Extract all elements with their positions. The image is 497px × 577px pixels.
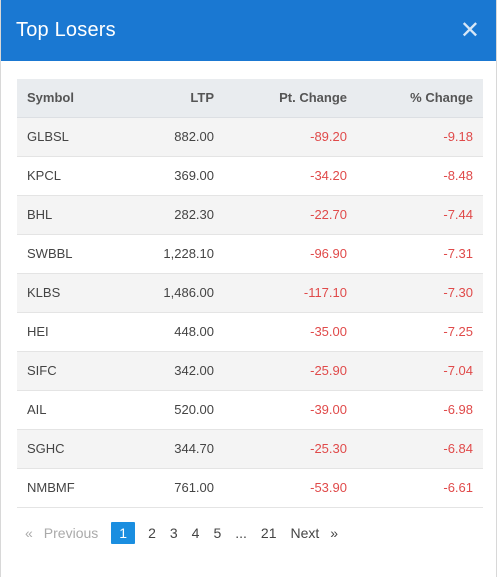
- cell-pct-change: -7.25: [357, 312, 483, 352]
- cell-symbol: SWBBL: [17, 234, 117, 274]
- cell-ltp: 282.30: [117, 195, 224, 235]
- cell-ltp: 882.00: [117, 117, 224, 157]
- cell-pct-change: -9.18: [357, 117, 483, 157]
- cell-ltp: 761.00: [117, 468, 224, 508]
- cell-symbol: AIL: [17, 390, 117, 430]
- cell-ltp: 344.70: [117, 429, 224, 469]
- pagination-ellipsis: ...: [235, 525, 247, 541]
- cell-pct-change: -6.61: [357, 468, 483, 508]
- cell-symbol: GLBSL: [17, 117, 117, 157]
- table-row[interactable]: SGHC 344.70 -25.30 -6.84: [17, 429, 483, 469]
- header-pct-change[interactable]: % Change: [357, 79, 483, 118]
- next-button[interactable]: Next: [290, 525, 320, 541]
- cell-pct-change: -8.48: [357, 156, 483, 196]
- table-row[interactable]: NMBMF 761.00 -53.90 -6.61: [17, 468, 483, 508]
- cell-symbol: KPCL: [17, 156, 117, 196]
- cell-ltp: 342.00: [117, 351, 224, 391]
- cell-symbol: BHL: [17, 195, 117, 235]
- table-row[interactable]: BHL 282.30 -22.70 -7.44: [17, 195, 483, 235]
- close-icon[interactable]: ✕: [459, 16, 480, 44]
- cell-pct-change: -7.04: [357, 351, 483, 391]
- cell-pt-change: -117.10: [224, 273, 357, 313]
- header-ltp[interactable]: LTP: [117, 79, 224, 118]
- cell-symbol: KLBS: [17, 273, 117, 313]
- cell-symbol: HEI: [17, 312, 117, 352]
- cell-pct-change: -7.44: [357, 195, 483, 235]
- page-button-2[interactable]: 2: [148, 525, 156, 541]
- cell-ltp: 369.00: [117, 156, 224, 196]
- cell-ltp: 1,486.00: [117, 273, 224, 313]
- next-arrow-icon: »: [330, 525, 339, 541]
- cell-pt-change: -25.30: [224, 429, 357, 469]
- header-pt-change[interactable]: Pt. Change: [224, 79, 357, 118]
- page-button-4[interactable]: 4: [191, 525, 200, 541]
- cell-pct-change: -7.30: [357, 273, 483, 313]
- modal-title: Top Losers: [16, 19, 116, 41]
- previous-button[interactable]: Previous: [43, 525, 99, 541]
- pagination: « Previous 1 2 3 4 5 ... 21 Next »: [17, 522, 342, 544]
- modal-header: Top Losers ✕: [1, 0, 496, 61]
- page-button-21[interactable]: 21: [260, 525, 277, 541]
- table-row[interactable]: KPCL 369.00 -34.20 -8.48: [17, 156, 483, 196]
- cell-pt-change: -39.00: [224, 390, 357, 430]
- table-row[interactable]: SIFC 342.00 -25.90 -7.04: [17, 351, 483, 391]
- table-header-row: Symbol LTP Pt. Change % Change: [17, 79, 483, 118]
- cell-pt-change: -25.90: [224, 351, 357, 391]
- page-button-5[interactable]: 5: [213, 525, 222, 541]
- cell-pt-change: -89.20: [224, 117, 357, 157]
- cell-ltp: 520.00: [117, 390, 224, 430]
- table-row[interactable]: SWBBL 1,228.10 -96.90 -7.31: [17, 234, 483, 274]
- cell-pt-change: -35.00: [224, 312, 357, 352]
- cell-symbol: NMBMF: [17, 468, 117, 508]
- cell-pt-change: -96.90: [224, 234, 357, 274]
- header-symbol[interactable]: Symbol: [17, 79, 117, 118]
- table-body: GLBSL 882.00 -89.20 -9.18 KPCL 369.00 -34.20 -8…: [17, 117, 483, 508]
- losers-table: Symbol LTP Pt. Change % Change GLBSL 882.…: [17, 79, 483, 508]
- cell-symbol: SIFC: [17, 351, 117, 391]
- table-row[interactable]: GLBSL 882.00 -89.20 -9.18: [17, 117, 483, 157]
- cell-symbol: SGHC: [17, 429, 117, 469]
- cell-pct-change: -6.98: [357, 390, 483, 430]
- cell-ltp: 1,228.10: [117, 234, 224, 274]
- table-row[interactable]: KLBS 1,486.00 -117.10 -7.30: [17, 273, 483, 313]
- cell-pct-change: -7.31: [357, 234, 483, 274]
- cell-pct-change: -6.84: [357, 429, 483, 469]
- page-button-1[interactable]: 1: [111, 522, 136, 544]
- cell-pt-change: -34.20: [224, 156, 357, 196]
- prev-arrow-icon: «: [25, 525, 33, 541]
- table-row[interactable]: HEI 448.00 -35.00 -7.25: [17, 312, 483, 352]
- table-row[interactable]: AIL 520.00 -39.00 -6.98: [17, 390, 483, 430]
- cell-ltp: 448.00: [117, 312, 224, 352]
- page-button-3[interactable]: 3: [169, 525, 178, 541]
- cell-pt-change: -22.70: [224, 195, 357, 235]
- cell-pt-change: -53.90: [224, 468, 357, 508]
